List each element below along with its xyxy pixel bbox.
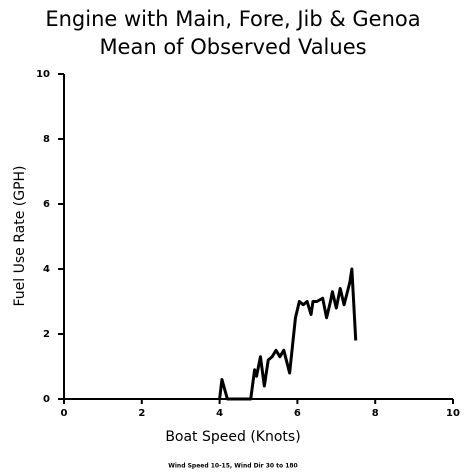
x-tick-label: 4 [216, 408, 223, 419]
y-tick-label: 8 [43, 134, 50, 145]
data-line [218, 267, 358, 401]
x-tick-label: 0 [61, 408, 68, 419]
chart-title: Engine with Main, Fore, Jib & Genoa [45, 7, 420, 31]
x-axis-label: Boat Speed (Knots) [165, 429, 300, 445]
y-tick-label: 6 [43, 199, 50, 210]
chart-subtitle: Mean of Observed Values [99, 35, 366, 59]
x-tick-label: 6 [294, 408, 301, 419]
note: Wind Speed 10-15, Wind Dir 30 to 180 [168, 463, 297, 470]
y-axis-label: Fuel Use Rate (GPH) [12, 165, 28, 306]
y-tick-label: 0 [43, 394, 50, 405]
y-tick-label: 4 [43, 264, 50, 275]
y-tick-label: 10 [36, 69, 50, 80]
y-tick-label: 2 [43, 329, 50, 340]
x-tick-label: 10 [446, 408, 460, 419]
x-tick-label: 2 [138, 408, 145, 419]
x-tick-label: 8 [372, 408, 379, 419]
